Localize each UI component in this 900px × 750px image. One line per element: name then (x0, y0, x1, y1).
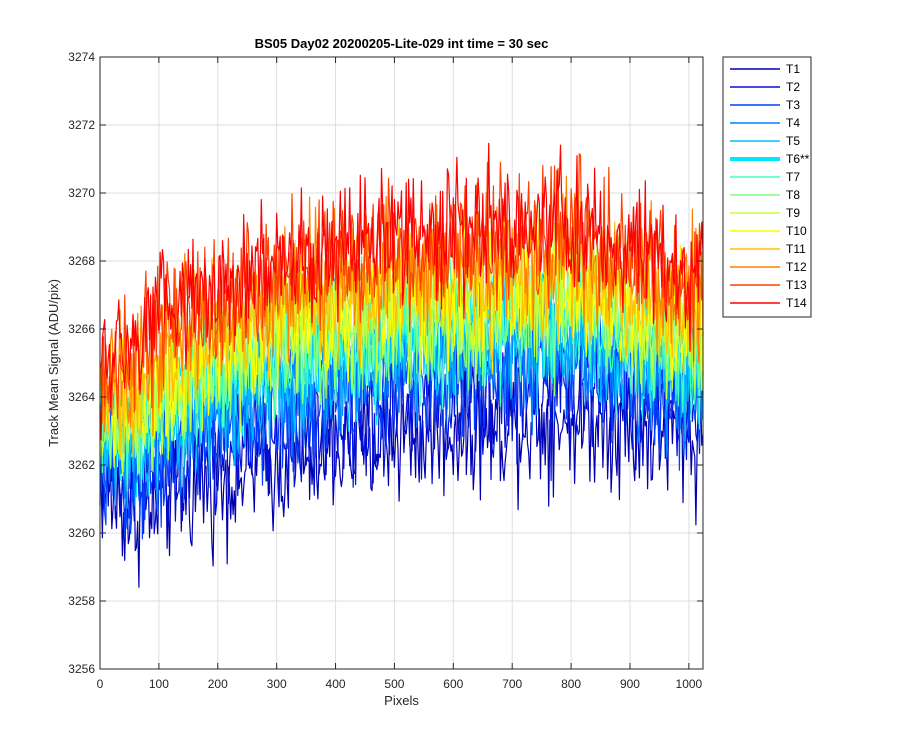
x-tick-label: 400 (326, 677, 346, 691)
series-line-t12 (99, 175, 704, 437)
legend-label: T10 (786, 224, 807, 238)
x-axis-label: Pixels (384, 693, 419, 708)
series-layer (99, 142, 704, 588)
x-tick-label: 600 (443, 677, 463, 691)
chart-title: BS05 Day02 20200205-Lite-029 int time = … (255, 36, 549, 51)
legend-label: T3 (786, 98, 800, 112)
y-tick-label: 3260 (68, 526, 95, 540)
legend-label: T12 (786, 260, 807, 274)
y-tick-label: 3270 (68, 186, 95, 200)
series-line-t7 (99, 238, 704, 492)
y-axis-label: Track Mean Signal (ADU/pix) (46, 279, 61, 447)
legend-label: T5 (786, 134, 800, 148)
x-tick-label: 800 (561, 677, 581, 691)
legend-label: T4 (786, 116, 800, 130)
legend-label: T6** (786, 152, 810, 166)
legend-label: T9 (786, 206, 800, 220)
tick-labels: 0 100 200 300 400 500 600 700 800 900 1000 3256 3258… (68, 50, 702, 691)
x-tick-label: 0 (97, 677, 104, 691)
x-tick-label: 1000 (676, 677, 703, 691)
x-tick-label: 500 (384, 677, 404, 691)
legend-label: T11 (786, 242, 806, 256)
x-tick-label: 700 (502, 677, 522, 691)
legend-box (722, 56, 812, 318)
legend-label: T13 (786, 278, 807, 292)
y-tick-label: 3266 (68, 322, 95, 336)
y-tick-label: 3274 (68, 50, 95, 64)
legend-label: T14 (786, 296, 807, 310)
series-line-t5 (99, 264, 704, 509)
y-tick-label: 3262 (68, 458, 95, 472)
legend-label: T7 (786, 170, 800, 184)
x-tick-label: 300 (267, 677, 287, 691)
series-line-t14 (99, 142, 704, 441)
legend-label: T1 (786, 62, 800, 76)
y-tick-label: 3264 (68, 390, 95, 404)
y-tick-label: 3272 (68, 118, 95, 132)
x-tick-label: 200 (208, 677, 228, 691)
x-tick-label: 100 (149, 677, 169, 691)
y-tick-label: 3256 (68, 662, 95, 676)
axes-box (99, 56, 704, 670)
y-tick-label: 3258 (68, 594, 95, 608)
y-tick-label: 3268 (68, 254, 95, 268)
axes (99, 56, 704, 670)
legend-label: T8 (786, 188, 800, 202)
legend: T1 T2 T3 T4 T5 T6** T7 T8 T9 T10 T11 T12 T13 T14 (722, 56, 812, 318)
legend-label: T2 (786, 80, 800, 94)
x-tick-label: 900 (620, 677, 640, 691)
